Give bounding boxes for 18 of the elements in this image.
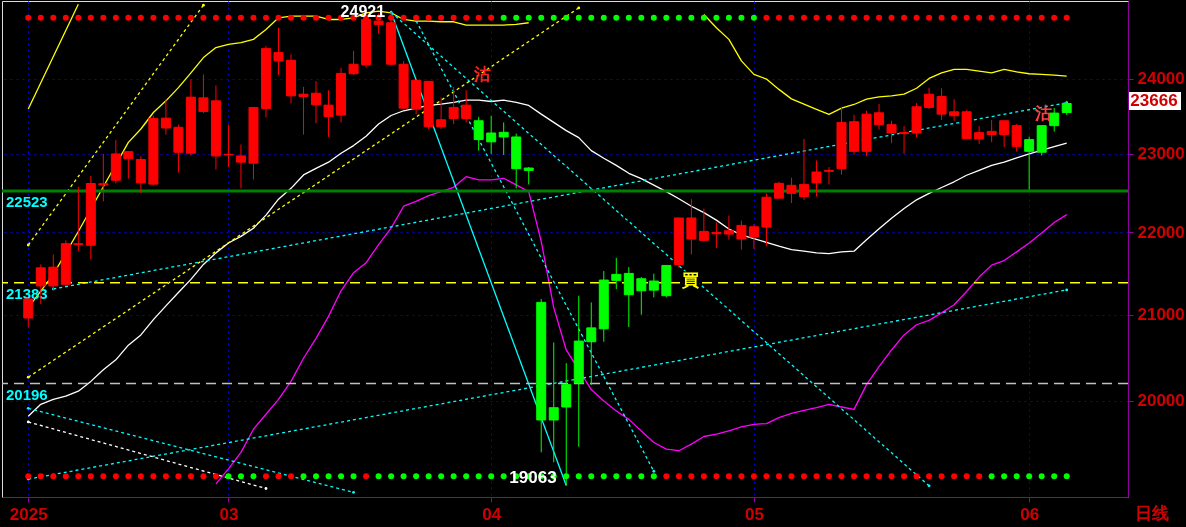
y-tick-label: 24000 <box>1137 69 1185 89</box>
x-tick-label: 03 <box>219 504 239 524</box>
y-tick-label: 20000 <box>1137 391 1185 411</box>
ref-line-label: 22523 <box>6 192 48 210</box>
text: 23666 <box>1130 91 1178 110</box>
annotation: 沽 <box>1033 104 1052 123</box>
x-tick-label: 2025 <box>9 504 48 524</box>
y-tick-label: 21000 <box>1137 305 1185 325</box>
annotation: 19063 <box>509 468 557 487</box>
annotation: 沽 <box>472 65 491 84</box>
ref-line-label: 20196 <box>6 385 48 403</box>
text: 日线 <box>1135 504 1169 523</box>
y-tick-label: 22000 <box>1137 222 1185 242</box>
x-tick-label: 05 <box>744 504 764 524</box>
x-tick-label: 04 <box>482 504 502 524</box>
y-tick-label: 23000 <box>1137 144 1185 164</box>
x-tick-label: 06 <box>1020 504 1040 524</box>
annotation: 買 <box>680 271 699 291</box>
